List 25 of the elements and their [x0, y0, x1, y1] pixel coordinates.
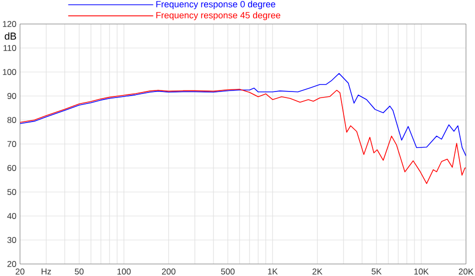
x-tick-label: 1K: [268, 268, 278, 274]
y-tick-label: 80: [7, 116, 16, 123]
text: Frequency response 45 degree: [156, 12, 280, 20]
y-tick-label: 110: [4, 44, 16, 51]
y-tick-label: 90: [7, 92, 16, 99]
x-tick-label: 10K: [414, 268, 429, 275]
y-tick-label: 60: [7, 164, 16, 171]
y-tick-label: 20: [7, 260, 16, 267]
x-tick-label: 200: [162, 268, 176, 275]
x-tick-label: 20K: [458, 268, 474, 275]
x-tick-label: 500: [221, 268, 235, 275]
y-tick-label: 120: [2, 20, 16, 27]
y-tick-label: 100: [2, 68, 16, 75]
y-tick-label: 30: [7, 236, 16, 243]
x-tick-label: 5K: [372, 268, 382, 274]
x-tick-label: 2K: [312, 268, 322, 274]
x-tick-label: Hz: [42, 268, 51, 274]
x-tick-label: 20: [16, 268, 24, 275]
y-tick-label: 50: [7, 188, 16, 195]
y-tick-label: 70: [7, 140, 16, 147]
x-tick-label: 50: [74, 268, 84, 275]
text: Frequency response 0 degree: [156, 0, 276, 10]
x-tick-label: 100: [117, 268, 131, 275]
y-tick-label: 40: [7, 212, 16, 219]
y-axis-title: dB: [4, 32, 16, 40]
